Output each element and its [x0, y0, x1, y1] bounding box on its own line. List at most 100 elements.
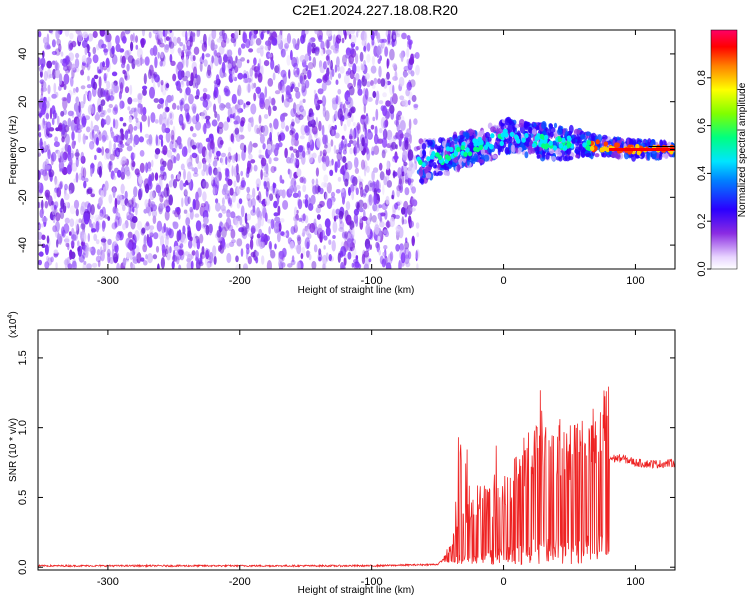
spectrogram-noise-cell: [171, 94, 174, 102]
spectrogram-noise-cell: [287, 263, 293, 268]
spectrogram-noise-cell: [46, 235, 50, 244]
spectrogram-noise-cell: [231, 154, 236, 164]
spectrogram-noise-cell: [43, 120, 47, 126]
spectrogram-noise-cell: [408, 57, 415, 65]
spectrogram-noise-cell: [147, 236, 153, 248]
spectrogram-noise-cell: [140, 38, 145, 48]
spectrogram-noise-cell: [67, 263, 73, 269]
spectrogram-noise-cell: [406, 47, 410, 58]
spectrogram-noise-cell: [353, 127, 357, 140]
spectrogram-noise-cell: [268, 96, 272, 104]
spectrogram-noise-cell: [181, 146, 188, 157]
spectrogram-noise-cell: [331, 240, 336, 252]
spectrogram-peak-cell: [539, 133, 544, 139]
spectrogram-noise-cell: [252, 205, 256, 214]
spectrogram-noise-cell: [273, 166, 277, 172]
spectrogram-noise-cell: [186, 112, 190, 123]
spectrogram-noise-cell: [62, 151, 68, 161]
spectrogram-noise-cell: [185, 70, 191, 78]
spectrogram-signal-cell: [601, 134, 608, 140]
spectrogram-noise-cell: [107, 108, 112, 113]
spectrogram-noise-cell: [194, 213, 200, 218]
spectrogram-noise-cell: [316, 78, 323, 84]
spectrogram-noise-cell: [87, 247, 93, 252]
spectrogram-noise-cell: [98, 76, 102, 89]
spectrogram-noise-cell: [91, 228, 97, 233]
spectrogram-noise-cell: [247, 143, 252, 155]
spectrogram-noise-cell: [98, 165, 102, 178]
spectrogram-noise-cell: [219, 140, 224, 145]
spectrogram-noise-cell: [208, 36, 211, 47]
spectrogram-noise-cell: [56, 239, 59, 248]
spectrogram-noise-cell: [360, 186, 364, 198]
spectrogram-noise-cell: [297, 199, 303, 210]
snr-x-axis-label: Height of straight line (km): [298, 585, 415, 596]
spectrogram-noise-cell: [385, 100, 391, 107]
spectrogram-noise-cell: [276, 193, 280, 205]
spectrogram-noise-cell: [115, 234, 121, 242]
spectrogram-noise-cell: [112, 206, 117, 214]
spectrogram-noise-cell: [216, 171, 222, 182]
spectrogram-noise-cell: [71, 234, 77, 241]
spectrogram-noise-cell: [293, 138, 299, 147]
spectrogram-noise-cell: [320, 40, 325, 50]
spectrogram-signal-cell: [553, 122, 558, 129]
spectrogram-noise-cell: [369, 244, 372, 251]
spectrogram-noise-cell: [192, 133, 197, 138]
spectrogram-noise-cell: [325, 49, 332, 56]
spectrogram-noise-cell: [119, 100, 122, 110]
spectrogram-noise-cell: [270, 124, 273, 135]
spectrogram-noise-cell: [166, 149, 173, 158]
spectrogram-noise-cell: [108, 103, 114, 109]
spectrogram-peak-cell: [561, 137, 566, 143]
spectrogram-noise-cell: [335, 79, 339, 85]
spectrogram-noise-cell: [113, 240, 118, 246]
spectrogram-noise-cell: [78, 101, 81, 113]
spectrogram-noise-cell: [88, 51, 91, 58]
spectrogram-noise-cell: [44, 144, 50, 151]
spectrogram-noise-cell: [189, 208, 194, 220]
spectrogram-noise-cell: [231, 135, 235, 144]
spectrogram-noise-cell: [378, 127, 383, 134]
spectrogram-noise-cell: [395, 214, 400, 220]
spectrogram-noise-cell: [155, 184, 161, 194]
spectrogram-noise-cell: [397, 206, 401, 211]
spectrogram-noise-cell: [149, 190, 155, 201]
spectrogram-noise-cell: [176, 80, 181, 91]
spectrogram-noise-cell: [187, 161, 193, 170]
spectrogram-noise-cell: [57, 115, 60, 126]
spectrogram-signal-cell: [504, 117, 511, 126]
spectrogram-noise-cell: [384, 46, 388, 57]
spectrogram-noise-cell: [92, 81, 98, 90]
spectrogram-noise-cell: [237, 108, 244, 113]
spectrogram-noise-cell: [115, 43, 121, 53]
spectrogram-x-axis-label: Height of straight line (km): [298, 285, 415, 296]
spectrogram-noise-cell: [148, 134, 153, 145]
spectrogram-noise-cell: [334, 110, 338, 119]
spectrogram-noise-cell: [330, 59, 333, 71]
spectrogram-noise-cell: [160, 257, 165, 269]
spectrogram-noise-cell: [240, 57, 246, 62]
spectrogram-signal-cell: [531, 128, 537, 135]
spectrogram-noise-cell: [133, 107, 138, 120]
spectrogram-noise-cell: [94, 214, 100, 223]
spectrogram-noise-cell: [344, 138, 348, 148]
spectrogram-noise-cell: [122, 204, 126, 212]
spectrogram-peak-cell: [599, 147, 604, 153]
spectrogram-noise-cell: [227, 49, 233, 57]
spectrogram-noise-cell: [122, 257, 127, 267]
spectrogram-noise-cell: [182, 75, 188, 82]
spectrogram-noise-cell: [43, 70, 48, 82]
snr-y-tick-label: 0.0: [17, 560, 29, 575]
spectrogram-noise-cell: [54, 60, 58, 71]
spectrogram-noise-cell: [178, 249, 184, 256]
spectrogram-signal-cell: [646, 152, 651, 161]
spectrogram-noise-cell: [353, 213, 359, 224]
spectrogram-noise-cell: [297, 82, 301, 88]
spectrogram-noise-cell: [97, 87, 103, 99]
spectrogram-noise-cell: [261, 203, 265, 212]
spectrogram-noise-cell: [280, 113, 285, 123]
spectrogram-noise-cell: [299, 176, 304, 183]
spectrogram-peak-cell: [635, 143, 640, 150]
spectrogram-noise-cell: [52, 109, 57, 120]
